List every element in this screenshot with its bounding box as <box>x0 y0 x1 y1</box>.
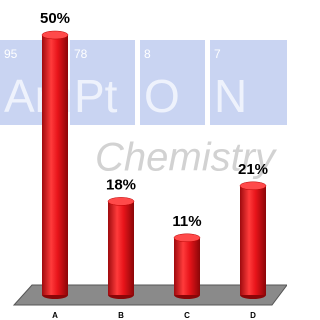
bar-cap <box>240 182 266 190</box>
x-tick-label: A <box>52 311 58 320</box>
watermark-symbol: Pt <box>74 70 118 122</box>
x-tick-label: B <box>118 311 124 320</box>
watermark-number: 95 <box>4 47 18 61</box>
watermark-number: 78 <box>74 47 88 61</box>
bar <box>174 238 200 295</box>
bar-cap <box>42 31 68 39</box>
bar <box>108 201 134 295</box>
watermark-symbol: O <box>144 70 180 122</box>
value-label: 11% <box>172 213 201 230</box>
watermark-symbol: N <box>214 70 247 122</box>
x-tick-label: D <box>250 311 256 320</box>
x-tick-label: C <box>184 311 190 320</box>
bar-cap <box>174 234 200 242</box>
bar <box>42 35 68 295</box>
watermark-number: 7 <box>214 47 221 61</box>
value-label: 18% <box>106 176 136 193</box>
value-label: 50% <box>40 10 70 27</box>
bar-cap <box>108 197 134 205</box>
bar <box>240 186 266 295</box>
watermark-number: 8 <box>144 47 151 61</box>
value-label: 21% <box>238 161 268 178</box>
